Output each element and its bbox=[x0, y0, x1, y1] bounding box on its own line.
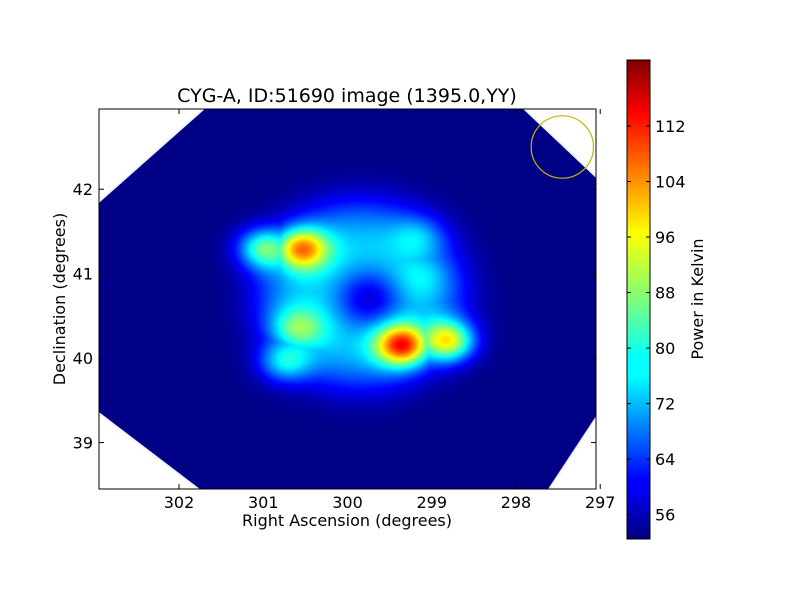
y-axis: 39 40 41 42 bbox=[73, 180, 596, 453]
x-tick-label: 299 bbox=[416, 493, 447, 512]
y-tick-label: 40 bbox=[73, 349, 93, 368]
colorbar-tick-label: 104 bbox=[655, 172, 686, 191]
x-tick-label: 298 bbox=[501, 493, 532, 512]
x-axis: 302 301 300 299 298 297 bbox=[164, 109, 616, 512]
colorbar-label: Power in Kelvin bbox=[688, 238, 707, 359]
x-tick-label: 302 bbox=[164, 493, 195, 512]
colorbar-tick-label: 80 bbox=[655, 339, 675, 358]
chart-title: CYG-A, ID:51690 image (1395.0,YY) bbox=[177, 85, 517, 107]
x-tick-label: 297 bbox=[585, 493, 616, 512]
colorbar-frame bbox=[626, 59, 651, 540]
colorbar-tick-label: 56 bbox=[655, 506, 675, 525]
y-axis-title: Declination (degrees) bbox=[50, 213, 69, 385]
x-axis-title: Right Ascension (degrees) bbox=[242, 511, 452, 530]
colorbar-gradient bbox=[627, 60, 650, 539]
y-tick-label: 41 bbox=[73, 265, 93, 284]
x-tick-label: 300 bbox=[332, 493, 363, 512]
x-tick-label: 301 bbox=[248, 493, 279, 512]
colorbar-tick-label: 72 bbox=[655, 395, 675, 414]
beam-marker-circle bbox=[530, 115, 595, 179]
colorbar-tick-label: 112 bbox=[655, 117, 686, 136]
colorbar-tick-label: 88 bbox=[655, 284, 675, 303]
colorbar-tick-label: 96 bbox=[655, 228, 675, 247]
heatmap-image bbox=[99, 109, 596, 489]
colorbar-ticks: 56 64 72 80 88 96 104 112 bbox=[627, 117, 686, 525]
colorbar-tick-label: 64 bbox=[655, 450, 675, 469]
y-tick-label: 42 bbox=[73, 180, 93, 199]
y-tick-label: 39 bbox=[73, 434, 93, 453]
